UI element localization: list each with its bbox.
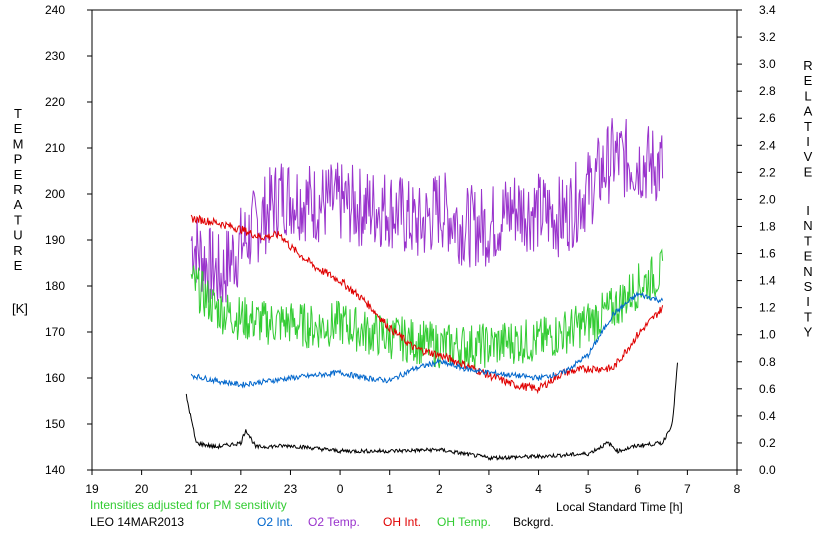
x-tick-label: 3: [486, 482, 493, 496]
left-tick-label: 210: [45, 141, 65, 155]
left-tick-label: 150: [45, 417, 65, 431]
left-axis-letter: U: [13, 228, 22, 243]
left-axis-letter: E: [14, 121, 23, 136]
right-tick-label: 3.4: [759, 3, 776, 17]
right-axis-letter: L: [804, 88, 811, 103]
legend: O2 Int. O2 Temp. OH Int. OH Temp. Bckgrd.: [257, 515, 554, 529]
legend-item: OH Int.: [383, 515, 421, 529]
right-axis-letter: I: [806, 203, 810, 218]
left-tick-label: 140: [45, 463, 65, 477]
right-tick-label: 0.0: [759, 463, 776, 477]
left-axis-unit: [K]: [12, 301, 28, 316]
x-tick-label: 8: [734, 482, 741, 496]
right-axis-letter: E: [804, 249, 813, 264]
legend-item: O2 Temp.: [308, 515, 360, 529]
left-axis-letter: R: [13, 243, 22, 258]
right-tick-label: 2.4: [759, 138, 776, 152]
left-axis-letter: E: [14, 258, 23, 273]
left-tick-label: 190: [45, 233, 65, 247]
x-tick-label: 19: [85, 482, 99, 496]
right-axis-letter: I: [806, 294, 810, 309]
right-tick-label: 3.0: [759, 57, 776, 71]
right-tick-label: 1.2: [759, 301, 776, 315]
left-axis-letter: P: [14, 152, 23, 167]
x-tick-label: 5: [585, 482, 592, 496]
right-axis-letter: N: [803, 218, 812, 233]
left-axis-letter: T: [14, 212, 22, 227]
right-tick-label: 2.8: [759, 84, 776, 98]
x-axis-label: Local Standard Time [h]: [556, 500, 683, 514]
right-axis-letter: T: [804, 233, 812, 248]
series-line: [190, 118, 664, 303]
right-axis-letter: V: [804, 149, 813, 164]
left-tick-label: 170: [45, 325, 65, 339]
right-axis-letter: N: [803, 264, 812, 279]
x-tick-label: 20: [135, 482, 149, 496]
right-tick-label: 1.8: [759, 219, 776, 233]
right-axis-letter: T: [804, 309, 812, 324]
left-tick-label: 240: [45, 3, 65, 17]
x-tick-label: 23: [284, 482, 298, 496]
right-tick-label: 3.2: [759, 30, 776, 44]
right-tick-label: 1.4: [759, 274, 776, 288]
right-axis-letter: E: [804, 164, 813, 179]
series-layer: [185, 118, 678, 461]
right-tick-label: 0.4: [759, 409, 776, 423]
left-tick-label: 180: [45, 279, 65, 293]
left-tick-label: 160: [45, 371, 65, 385]
left-tick-label: 200: [45, 187, 65, 201]
right-tick-label: 1.6: [759, 247, 776, 261]
right-tick-label: 0.8: [759, 355, 776, 369]
right-axis-letter: R: [803, 58, 812, 73]
series-line: [190, 214, 664, 395]
left-tick-label: 230: [45, 49, 65, 63]
right-axis-letter: A: [804, 104, 813, 119]
right-tick-label: 2.6: [759, 111, 776, 125]
right-axis-letter: S: [804, 279, 813, 294]
x-tick-label: 0: [337, 482, 344, 496]
x-tick-label: 7: [684, 482, 691, 496]
right-axis-letter: T: [804, 119, 812, 134]
series-line: [185, 362, 678, 461]
axis-layer: 1401501601701801902002102202302400.00.20…: [45, 3, 776, 496]
x-tick-label: 1: [386, 482, 393, 496]
left-axis-letter: A: [14, 197, 23, 212]
right-tick-label: 1.0: [759, 328, 776, 342]
legend-item: O2 Int.: [257, 515, 293, 529]
station-date: LEO 14MAR2013: [90, 515, 184, 529]
x-tick-label: 22: [234, 482, 248, 496]
right-tick-label: 0.2: [759, 436, 776, 450]
series-line: [190, 291, 664, 389]
left-axis-letter: R: [13, 182, 22, 197]
x-tick-label: 4: [535, 482, 542, 496]
right-axis-letter: Y: [804, 325, 813, 340]
right-tick-label: 0.6: [759, 382, 776, 396]
note-text: Intensities adjusted for PM sensitivity: [90, 498, 287, 512]
x-tick-label: 6: [634, 482, 641, 496]
left-axis-letter: T: [14, 106, 22, 121]
legend-item: Bckgrd.: [513, 515, 554, 529]
legend-item: OH Temp.: [437, 515, 491, 529]
right-tick-label: 2.2: [759, 165, 776, 179]
right-tick-label: 2.0: [759, 192, 776, 206]
plot-frame: [91, 9, 738, 471]
right-axis-letter: I: [806, 134, 810, 149]
left-tick-label: 220: [45, 95, 65, 109]
series-line: [190, 248, 664, 369]
right-axis-letter: E: [804, 73, 813, 88]
x-tick-label: 21: [185, 482, 199, 496]
left-axis-letter: E: [14, 167, 23, 182]
x-tick-label: 2: [436, 482, 443, 496]
left-axis-letter: M: [13, 136, 24, 151]
